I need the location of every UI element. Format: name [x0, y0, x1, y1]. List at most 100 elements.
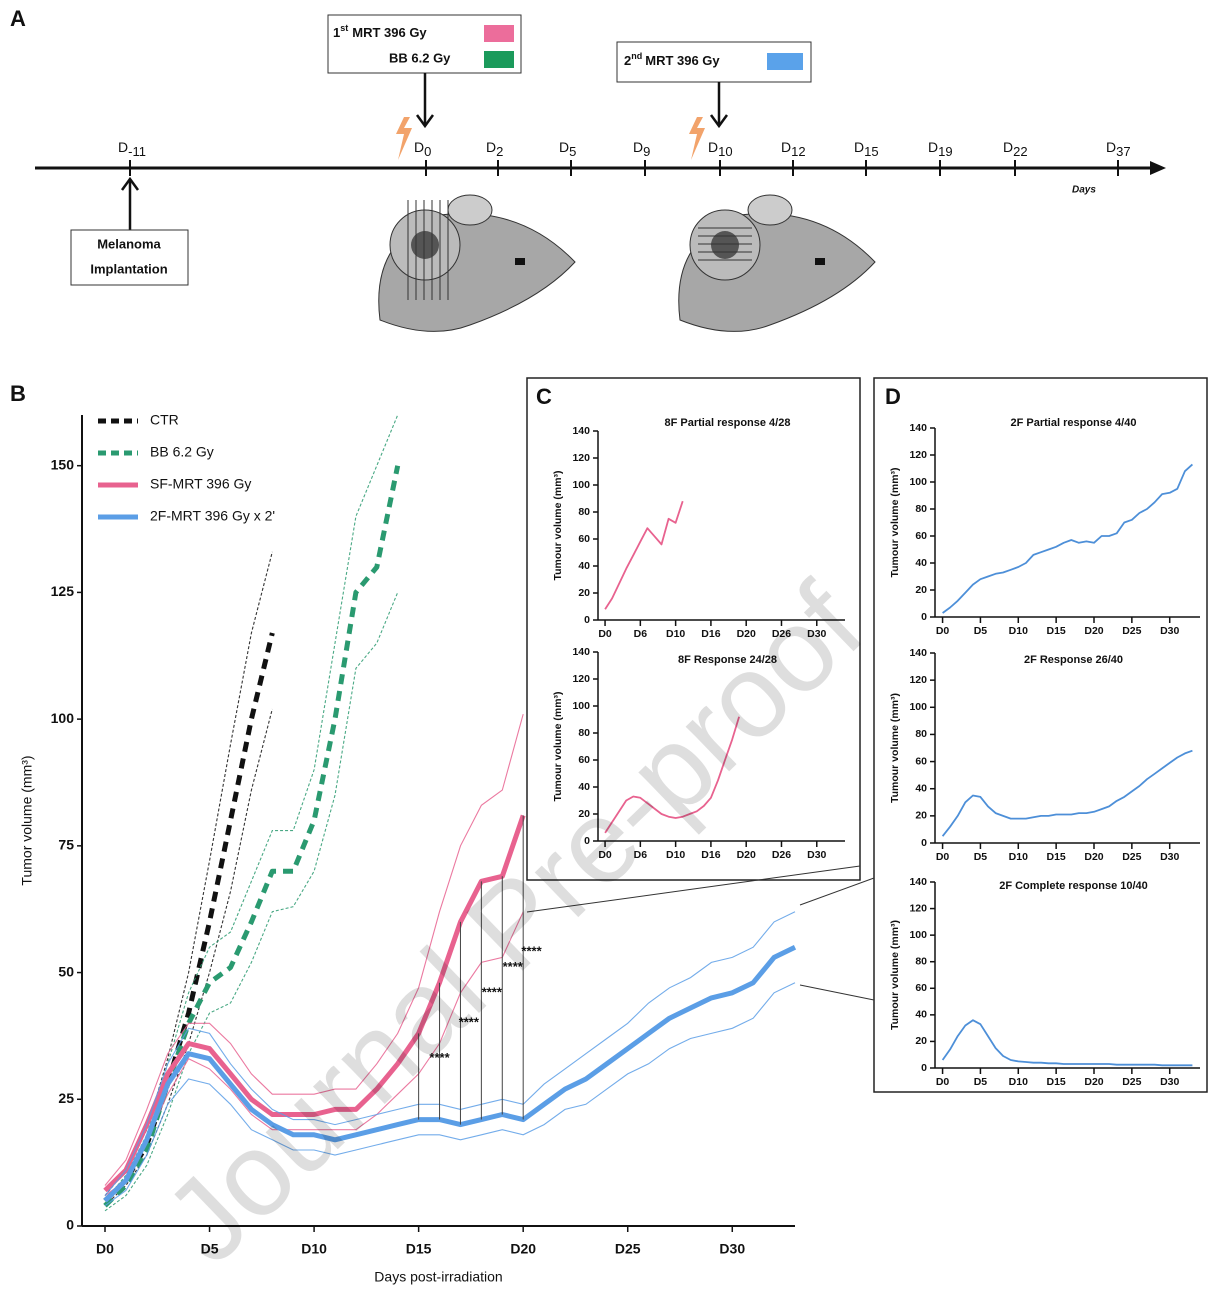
series-line — [604, 716, 740, 834]
box-label: 2nd MRT 396 Gy — [624, 51, 720, 68]
panel-frame — [873, 377, 1208, 1093]
x-tick-label: D10 — [1009, 851, 1028, 863]
error-band-edge — [104, 592, 399, 1212]
day-number: 9 — [643, 144, 650, 159]
y-tick-label: 100 — [909, 701, 927, 713]
x-tick-label: D30 — [1160, 1076, 1179, 1088]
y-tick-label: 40 — [915, 782, 927, 794]
x-tick-label: D5 — [974, 1076, 988, 1088]
ordinal-suffix: st — [340, 23, 348, 33]
y-tick-label: 60 — [915, 530, 927, 542]
error-band-edge — [104, 982, 796, 1207]
panel-label: B — [10, 381, 26, 406]
x-tick-label: D15 — [1047, 1076, 1066, 1088]
y-tick-label: 0 — [584, 835, 590, 847]
panel-label: C — [536, 384, 552, 409]
y-tick-label: 20 — [578, 587, 590, 599]
timeline-day-label: D10 — [708, 139, 733, 160]
series-line — [942, 463, 1194, 614]
y-tick-label: 120 — [572, 673, 590, 685]
y-tick-label: 0 — [921, 837, 927, 849]
x-tick-label: D15 — [1047, 625, 1066, 637]
x-tick-label: D16 — [701, 628, 720, 640]
x-tick-label: D10 — [1009, 1076, 1028, 1088]
y-axis-label: Tumour volume (mm³) — [889, 920, 901, 1030]
x-tick-label: D5 — [974, 625, 988, 637]
timeline-day-label: D2 — [486, 139, 503, 160]
significance-label: **** — [521, 944, 542, 959]
y-tick-label: 80 — [915, 955, 927, 967]
day-prefix: D — [486, 139, 496, 155]
y-tick-label: 60 — [915, 755, 927, 767]
timeline-day-label: D37 — [1106, 139, 1131, 160]
y-tick-label: 40 — [578, 781, 590, 793]
swatch — [484, 51, 514, 68]
x-tick-label: D5 — [201, 1241, 219, 1257]
day-prefix: D — [708, 139, 718, 155]
box-label: 1st MRT 396 Gy — [333, 23, 427, 40]
day-prefix: D — [1106, 139, 1116, 155]
day-prefix: D — [928, 139, 938, 155]
arrow — [415, 114, 435, 129]
y-tick-label: 60 — [578, 754, 590, 766]
day-number: 37 — [1116, 144, 1130, 159]
y-tick-label: 140 — [909, 647, 927, 659]
box — [70, 229, 189, 286]
x-tick-label: D5 — [974, 851, 988, 863]
y-tick-label: 100 — [572, 479, 590, 491]
y-tick-label: 60 — [915, 982, 927, 994]
day-prefix: D — [633, 139, 643, 155]
timeline-day-label: D22 — [1003, 139, 1028, 160]
y-tick-label: 140 — [909, 876, 927, 888]
x-tick-label: D30 — [719, 1241, 745, 1257]
day-number: -11 — [128, 144, 146, 159]
y-tick-label: 120 — [909, 674, 927, 686]
x-tick-label: D30 — [1160, 625, 1179, 637]
y-tick-label: 80 — [915, 728, 927, 740]
timeline-day-label: D19 — [928, 139, 953, 160]
box-label: Implantation — [90, 261, 167, 276]
x-tick-label: D0 — [936, 851, 950, 863]
series-line — [604, 500, 684, 610]
swatch — [767, 53, 803, 70]
day-number: 10 — [718, 144, 732, 159]
y-axis-label: Tumour volume (mm³) — [889, 467, 901, 577]
y-tick-label: 20 — [915, 1035, 927, 1047]
y-tick-label: 80 — [578, 506, 590, 518]
y-tick-label: 0 — [66, 1217, 74, 1233]
day-number: 12 — [791, 144, 805, 159]
day-prefix: D — [118, 139, 128, 155]
y-tick-label: 80 — [915, 503, 927, 515]
y-tick-label: 140 — [572, 425, 590, 437]
x-tick-label: D15 — [406, 1241, 432, 1257]
chart-title: 8F Partial response 4/28 — [665, 417, 791, 429]
y-tick-label: 20 — [915, 810, 927, 822]
legend-label: SF-MRT 396 Gy — [150, 476, 251, 492]
x-tick-label: D25 — [1122, 851, 1141, 863]
day-number: 15 — [864, 144, 878, 159]
day-number: 22 — [1013, 144, 1027, 159]
series-line — [103, 944, 797, 1203]
x-tick-label: D20 — [510, 1241, 536, 1257]
panel-label: A — [10, 6, 26, 31]
x-tick-label: D30 — [807, 849, 826, 861]
box-label: Melanoma — [97, 236, 161, 251]
day-prefix: D — [559, 139, 569, 155]
x-tick-label: D30 — [1160, 851, 1179, 863]
axis-label: Days — [1072, 185, 1096, 196]
x-tick-label: D30 — [807, 628, 826, 640]
panel-frame — [526, 377, 861, 881]
x-tick-label: D10 — [301, 1241, 327, 1257]
x-tick-label: D20 — [737, 628, 756, 640]
chart: 0 20 40 60 80 100 120 140 D0 D5 D10 D15 D20 D25 D30 2F … — [889, 647, 1200, 863]
error-band-edge — [104, 414, 399, 1202]
y-tick-label: 20 — [915, 584, 927, 596]
charts: 0 25 50 75 100 125 150 D0 D5 D10 D15 D20 D25 D30 Days … — [19, 412, 1200, 1285]
x-tick-label: D0 — [598, 849, 612, 861]
connector — [526, 865, 861, 913]
y-axis-label: Tumor volume (mm³) — [19, 755, 35, 885]
arrowhead — [1150, 161, 1166, 175]
x-axis-label: Days post-irradiation — [374, 1269, 502, 1285]
